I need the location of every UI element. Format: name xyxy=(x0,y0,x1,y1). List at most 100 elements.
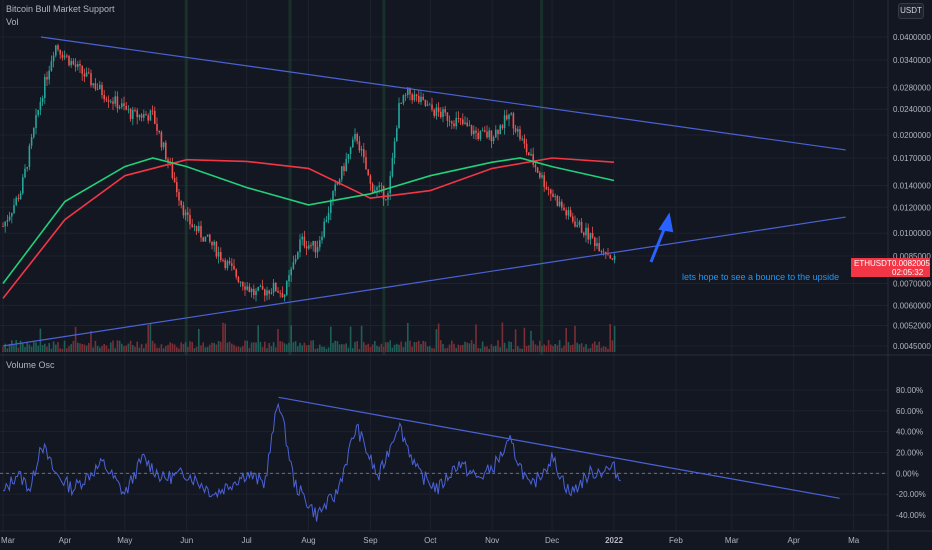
candle-body xyxy=(154,110,156,124)
candle-body xyxy=(305,246,308,249)
candle-body xyxy=(435,107,438,116)
volume-bar xyxy=(96,345,99,352)
volume-bar xyxy=(220,341,222,352)
volume-bar xyxy=(440,340,442,352)
candle-body xyxy=(259,286,262,287)
volume-bar xyxy=(149,323,152,352)
candle-body xyxy=(490,130,493,142)
candle-body xyxy=(323,221,325,237)
volume-bar xyxy=(420,344,422,352)
volume-bar xyxy=(94,340,97,352)
volume-bar xyxy=(607,348,609,352)
oscillator-line xyxy=(2,402,621,522)
volume-bar xyxy=(391,347,394,352)
volume-bar xyxy=(404,341,407,352)
candle-body xyxy=(222,260,224,261)
time-tick-label: Nov xyxy=(485,536,499,545)
candle-body xyxy=(167,159,169,163)
candle-body xyxy=(598,243,600,252)
volume-bar xyxy=(13,345,15,352)
volume-bar xyxy=(261,347,264,352)
candle-body xyxy=(360,149,363,151)
volume-bar xyxy=(532,340,534,352)
volume-bar xyxy=(26,342,28,352)
volume-bar xyxy=(312,340,314,352)
candle-body xyxy=(233,265,235,270)
candle-body xyxy=(22,177,24,194)
candle-body xyxy=(477,132,479,140)
candle-body xyxy=(72,61,75,65)
candle-body xyxy=(209,234,211,242)
red-moving-average xyxy=(2,157,615,299)
volume-bar xyxy=(477,348,479,352)
candle-body xyxy=(356,133,358,142)
price-tick-label: 0.0140000 xyxy=(893,181,931,190)
session-highlights xyxy=(184,0,544,355)
volume-bar xyxy=(486,346,488,352)
candle-body xyxy=(528,152,530,156)
oscillator-tick-label: -20.00% xyxy=(896,490,926,499)
volume-bar xyxy=(233,344,235,352)
volume-bar xyxy=(281,341,284,352)
candle-body xyxy=(521,138,523,140)
candle-body xyxy=(264,289,266,296)
candle-body xyxy=(503,115,506,128)
candle-body xyxy=(187,212,189,215)
candle-body xyxy=(532,154,534,165)
time-axis[interactable]: Mar Apr May Jun Jul Aug Sep Oct Nov Dec 2022 Feb Mar… xyxy=(1,536,860,545)
volume-bar xyxy=(497,340,499,352)
volume-bar xyxy=(411,346,413,352)
candle-body xyxy=(231,263,233,266)
volume-bar xyxy=(488,348,490,352)
candle-body xyxy=(57,45,59,50)
volume-bar xyxy=(72,340,75,352)
volume-bar xyxy=(407,322,409,352)
volume-bar xyxy=(189,341,191,352)
volume-bar xyxy=(316,348,319,352)
volume-bar xyxy=(442,343,444,352)
volume-bar xyxy=(143,348,145,352)
candle-body xyxy=(556,195,559,206)
currency-button[interactable]: USDT xyxy=(898,3,924,19)
candle-body xyxy=(453,123,455,127)
candle-body xyxy=(437,107,440,112)
volume-bar xyxy=(35,342,37,352)
candle-body xyxy=(246,286,248,290)
volume-bar xyxy=(552,345,554,352)
volume-bar xyxy=(369,346,372,352)
candle-body xyxy=(11,212,13,217)
volume-bar xyxy=(499,347,501,352)
volume-bar xyxy=(136,341,138,352)
volume-bar xyxy=(90,330,92,352)
time-tick-label: Apr xyxy=(787,536,800,545)
volume-bar xyxy=(215,344,218,352)
candle-body xyxy=(193,226,196,228)
candle-body xyxy=(440,111,442,118)
candle-body xyxy=(609,255,611,259)
candle-body xyxy=(200,225,202,238)
time-tick-label: Ma xyxy=(848,536,860,545)
oscillator-axis[interactable]: 80.00% 60.00% 40.00% 20.00% 0.00% -20.00% -40.… xyxy=(896,386,926,520)
volume-bar xyxy=(602,346,605,352)
candle-body xyxy=(114,96,116,104)
candle-body xyxy=(426,104,429,106)
volume-bar xyxy=(85,345,88,352)
candle-body xyxy=(237,276,240,282)
volume-bar xyxy=(492,346,495,352)
price-tick-label: 0.0240000 xyxy=(893,105,931,114)
candle-body xyxy=(59,49,61,55)
candle-body xyxy=(55,45,57,56)
candle-body xyxy=(110,101,112,103)
candle-body xyxy=(248,286,251,292)
volume-bar xyxy=(202,342,204,352)
candle-body xyxy=(488,130,490,138)
volume-bar xyxy=(299,342,301,352)
volume-bar xyxy=(176,347,178,352)
candle-body xyxy=(121,103,123,108)
candle-body xyxy=(567,210,570,216)
volume-bar xyxy=(294,341,297,352)
price-axis[interactable]: 0.0400000 0.0340000 0.0280000 0.0240000 0.02… xyxy=(893,33,931,351)
candle-body xyxy=(613,256,616,260)
candle-body xyxy=(270,292,273,294)
